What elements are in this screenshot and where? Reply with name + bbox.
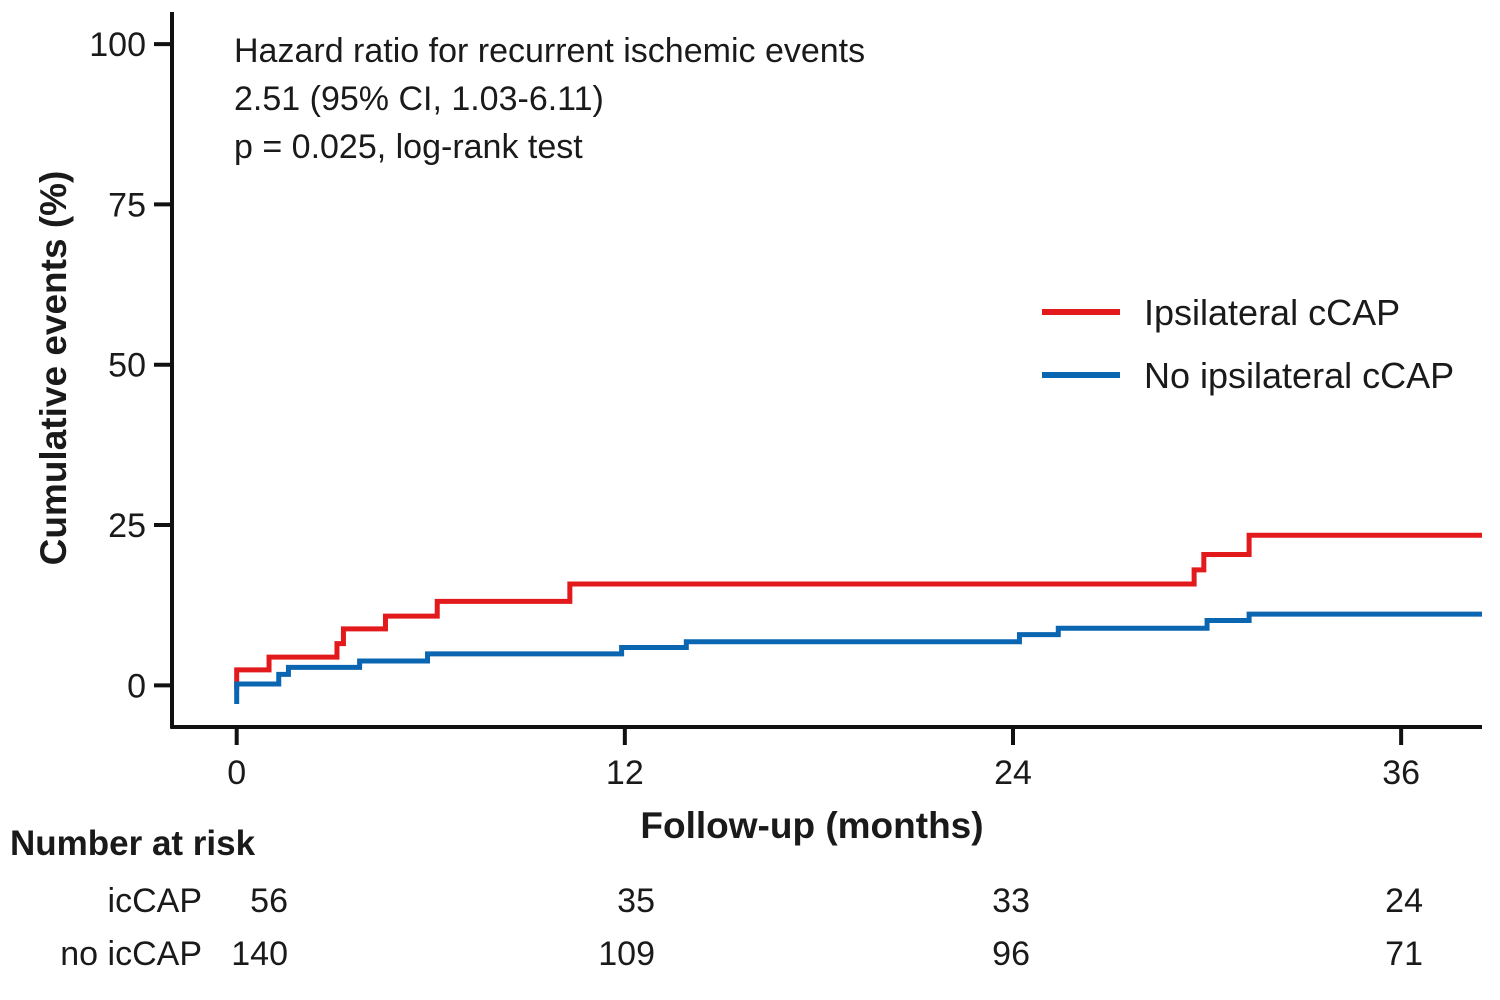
legend-label: Ipsilateral cCAP	[1144, 292, 1400, 333]
risk-value: 96	[992, 935, 1030, 973]
y-axis-title: Cumulative events (%)	[33, 171, 74, 566]
risk-row-label: icCAP	[108, 882, 202, 920]
risk-value: 140	[231, 935, 288, 973]
risk-table: Number at risk icCAP 56 35 33 24 no icCAP 140 10…	[10, 824, 1423, 973]
risk-value: 71	[1385, 935, 1423, 973]
legend: Ipsilateral cCAP No ipsilateral cCAP	[1042, 292, 1454, 396]
series-line-no-ipsilateral	[234, 611, 1482, 705]
annotation-line: p = 0.025, log-rank test	[234, 128, 583, 166]
x-tick-label: 36	[1382, 754, 1420, 792]
y-tick-label: 25	[108, 507, 146, 545]
risk-value: 56	[250, 882, 288, 920]
x-tick-label: 12	[606, 754, 644, 792]
risk-value: 24	[1385, 882, 1423, 920]
axes: 0 25 50 75 100 0 12 24 36 Follow-up (months) Cumul…	[33, 12, 1482, 846]
series-layer	[234, 532, 1482, 705]
x-tick-label: 0	[227, 754, 246, 792]
y-tick-label: 100	[89, 26, 146, 64]
risk-table-title: Number at risk	[10, 824, 256, 863]
annotation-block: Hazard ratio for recurrent ischemic even…	[234, 32, 865, 166]
annotation-line: 2.51 (95% CI, 1.03-6.11)	[234, 80, 604, 118]
risk-value: 33	[992, 882, 1030, 920]
series-line-ipsilateral	[234, 532, 1482, 690]
risk-value: 35	[617, 882, 655, 920]
y-tick-label: 75	[108, 186, 146, 224]
risk-row-label: no icCAP	[60, 935, 202, 973]
x-tick-label: 24	[994, 754, 1032, 792]
legend-label: No ipsilateral cCAP	[1144, 355, 1454, 396]
y-tick-label: 50	[108, 347, 146, 385]
x-axis-title: Follow-up (months)	[640, 805, 983, 846]
y-tick-label: 0	[127, 667, 146, 705]
annotation-line: Hazard ratio for recurrent ischemic even…	[234, 32, 865, 70]
risk-value: 109	[598, 935, 655, 973]
